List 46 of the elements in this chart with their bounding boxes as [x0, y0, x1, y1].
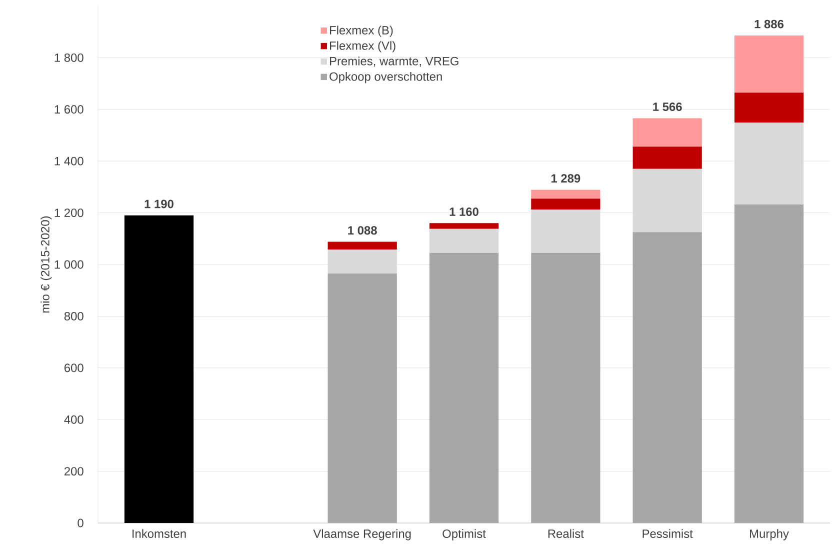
x-tick-label: Murphy	[750, 529, 789, 540]
bar	[531, 252, 600, 523]
bar	[429, 228, 499, 253]
bar	[734, 204, 804, 523]
y-tick-label: 1 600	[54, 105, 84, 114]
x-tick-label: Inkomsten	[132, 529, 186, 538]
y-tick-label: 600	[64, 364, 84, 372]
x-tick-label: Optimist	[442, 529, 486, 540]
y-tick-label: 1 000	[54, 260, 84, 269]
x-tick-label: Vlaamse Regering	[313, 529, 411, 540]
y-tick-label: 1 400	[54, 156, 84, 166]
total-label: 1 566	[653, 102, 682, 112]
total-label: 1 088	[348, 226, 377, 235]
bar	[429, 223, 499, 229]
bar	[531, 190, 600, 199]
legend-label: Flexmex (B)	[330, 26, 393, 37]
total-label: 1 886	[754, 20, 784, 28]
bar	[734, 122, 804, 205]
bar	[531, 198, 600, 210]
y-tick-label: 800	[64, 312, 84, 320]
bar	[632, 232, 702, 523]
bar	[632, 146, 702, 169]
y-tick-label: 1 200	[54, 208, 84, 218]
bar	[632, 168, 702, 232]
total-label: 1 289	[551, 174, 580, 183]
y-tick-label: 0	[78, 518, 84, 528]
y-axis-title: mio € (2015-2020)	[40, 216, 52, 313]
bar	[328, 242, 397, 250]
y-tick-label: 1 800	[54, 53, 84, 62]
y-tick-label: 200	[64, 467, 84, 476]
total-label: 1 190	[144, 200, 174, 208]
bar	[124, 215, 194, 523]
bar	[531, 209, 600, 253]
bar	[328, 274, 397, 523]
legend-label: Premies, warmte, VREG	[330, 56, 458, 67]
legend-label: Opkoop overschotten	[330, 72, 442, 84]
legend-label: Flexmex (Vl)	[330, 41, 396, 52]
bar	[328, 250, 397, 274]
x-tick-label: Realist	[548, 529, 584, 538]
total-label: 1 160	[450, 208, 478, 216]
bar	[632, 118, 702, 147]
bar	[734, 35, 804, 93]
x-tick-label: Pessimist	[642, 529, 693, 538]
bar	[429, 252, 499, 523]
y-tick-label: 400	[64, 415, 84, 424]
bar	[734, 92, 804, 123]
